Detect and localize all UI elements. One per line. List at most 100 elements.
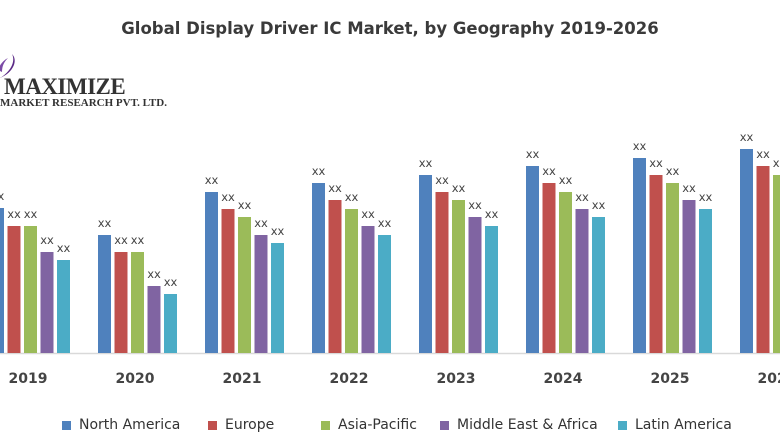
data-label: xx bbox=[756, 147, 770, 161]
logo-swoosh-icon bbox=[0, 54, 15, 78]
bar bbox=[575, 209, 589, 353]
x-tick-label: 2022 bbox=[330, 371, 369, 387]
bar bbox=[756, 166, 770, 353]
data-label: xx bbox=[238, 198, 252, 212]
legend-label: Latin America bbox=[635, 417, 732, 433]
data-label: xx bbox=[542, 164, 556, 178]
logo-text: MAXIMIZE bbox=[4, 74, 126, 99]
legend-item: Latin America bbox=[618, 417, 732, 433]
bar bbox=[649, 175, 663, 353]
data-label: xx bbox=[773, 156, 780, 170]
legend-swatch bbox=[618, 420, 627, 430]
data-label: xx bbox=[378, 216, 392, 230]
logo-subtext: MARKET RESEARCH PVT. LTD. bbox=[0, 97, 167, 109]
legend-swatch bbox=[321, 420, 330, 430]
x-tick-label: 2025 bbox=[651, 371, 690, 387]
bar bbox=[131, 252, 144, 353]
bar bbox=[114, 252, 128, 353]
data-label: xx bbox=[328, 181, 342, 195]
x-tick-label: 2019 bbox=[9, 371, 48, 387]
data-label: xx bbox=[559, 173, 573, 187]
data-label: xx bbox=[740, 130, 754, 144]
data-label: xx bbox=[271, 224, 285, 238]
data-label: xx bbox=[114, 233, 128, 247]
data-label: xx bbox=[312, 164, 326, 178]
bar bbox=[238, 217, 251, 353]
data-label: xx bbox=[699, 190, 713, 204]
data-label: xx bbox=[205, 173, 219, 187]
bar bbox=[592, 217, 605, 353]
data-label: xx bbox=[361, 207, 375, 221]
bar bbox=[435, 192, 449, 353]
bar bbox=[666, 183, 679, 353]
data-label: xx bbox=[666, 164, 680, 178]
bar bbox=[312, 183, 325, 353]
data-label: xx bbox=[345, 190, 359, 204]
bar bbox=[682, 200, 696, 353]
bar bbox=[147, 286, 161, 353]
data-label: xx bbox=[164, 275, 178, 289]
bar bbox=[98, 235, 111, 353]
data-label: xx bbox=[526, 147, 540, 161]
bar bbox=[699, 209, 712, 353]
data-label: xx bbox=[419, 156, 433, 170]
bar bbox=[361, 226, 375, 353]
x-tick-label: 2023 bbox=[437, 371, 476, 387]
legend-label: Europe bbox=[225, 417, 275, 433]
x-tick-label: 2024 bbox=[544, 371, 583, 387]
data-label: xx bbox=[452, 181, 466, 195]
data-label: xx bbox=[131, 233, 145, 247]
legend-label: Middle East & Africa bbox=[457, 417, 598, 433]
bar bbox=[328, 200, 342, 353]
data-label: xx bbox=[468, 198, 482, 212]
bar bbox=[468, 217, 482, 353]
x-tick-label: 2021 bbox=[223, 371, 262, 387]
bar bbox=[164, 294, 177, 353]
data-label: xx bbox=[649, 156, 663, 170]
data-label: xx bbox=[633, 139, 647, 153]
data-label: xx bbox=[147, 267, 161, 281]
data-label: xx bbox=[435, 173, 449, 187]
bar bbox=[485, 226, 498, 353]
legend-item: Middle East & Africa bbox=[440, 417, 598, 433]
bar bbox=[740, 149, 753, 353]
data-label: xx bbox=[575, 190, 589, 204]
data-label: xx bbox=[221, 190, 235, 204]
bar bbox=[57, 260, 70, 353]
bar bbox=[559, 192, 572, 353]
legend-item: North America bbox=[62, 417, 180, 433]
x-tick-label: 2020 bbox=[116, 371, 155, 387]
data-label: xx bbox=[7, 207, 21, 221]
bar bbox=[773, 175, 780, 353]
legend-item: Asia-Pacific bbox=[321, 417, 417, 433]
data-label: xx bbox=[57, 241, 71, 255]
data-label: xx bbox=[24, 207, 38, 221]
legend-swatch bbox=[62, 420, 71, 430]
bar bbox=[221, 209, 235, 353]
bar bbox=[24, 226, 37, 353]
legend-item: Europe bbox=[208, 417, 274, 433]
legend-swatch bbox=[208, 420, 217, 430]
legend-swatch bbox=[440, 420, 449, 430]
bar bbox=[542, 183, 556, 353]
bar bbox=[254, 235, 268, 353]
bar bbox=[7, 226, 21, 353]
bar bbox=[271, 243, 284, 353]
legend-label: Asia-Pacific bbox=[338, 417, 417, 433]
data-label: xx bbox=[0, 189, 4, 203]
bar bbox=[378, 235, 391, 353]
data-label: xx bbox=[485, 207, 499, 221]
data-label: xx bbox=[592, 198, 606, 212]
bar bbox=[345, 209, 358, 353]
data-label: xx bbox=[254, 216, 268, 230]
data-label: xx bbox=[40, 233, 54, 247]
data-label: xx bbox=[682, 181, 696, 195]
x-tick-label: 2026 bbox=[758, 371, 780, 387]
bar bbox=[452, 200, 465, 353]
bar bbox=[633, 158, 646, 353]
bar bbox=[419, 175, 432, 353]
data-label: xx bbox=[98, 216, 112, 230]
bar bbox=[40, 252, 54, 353]
